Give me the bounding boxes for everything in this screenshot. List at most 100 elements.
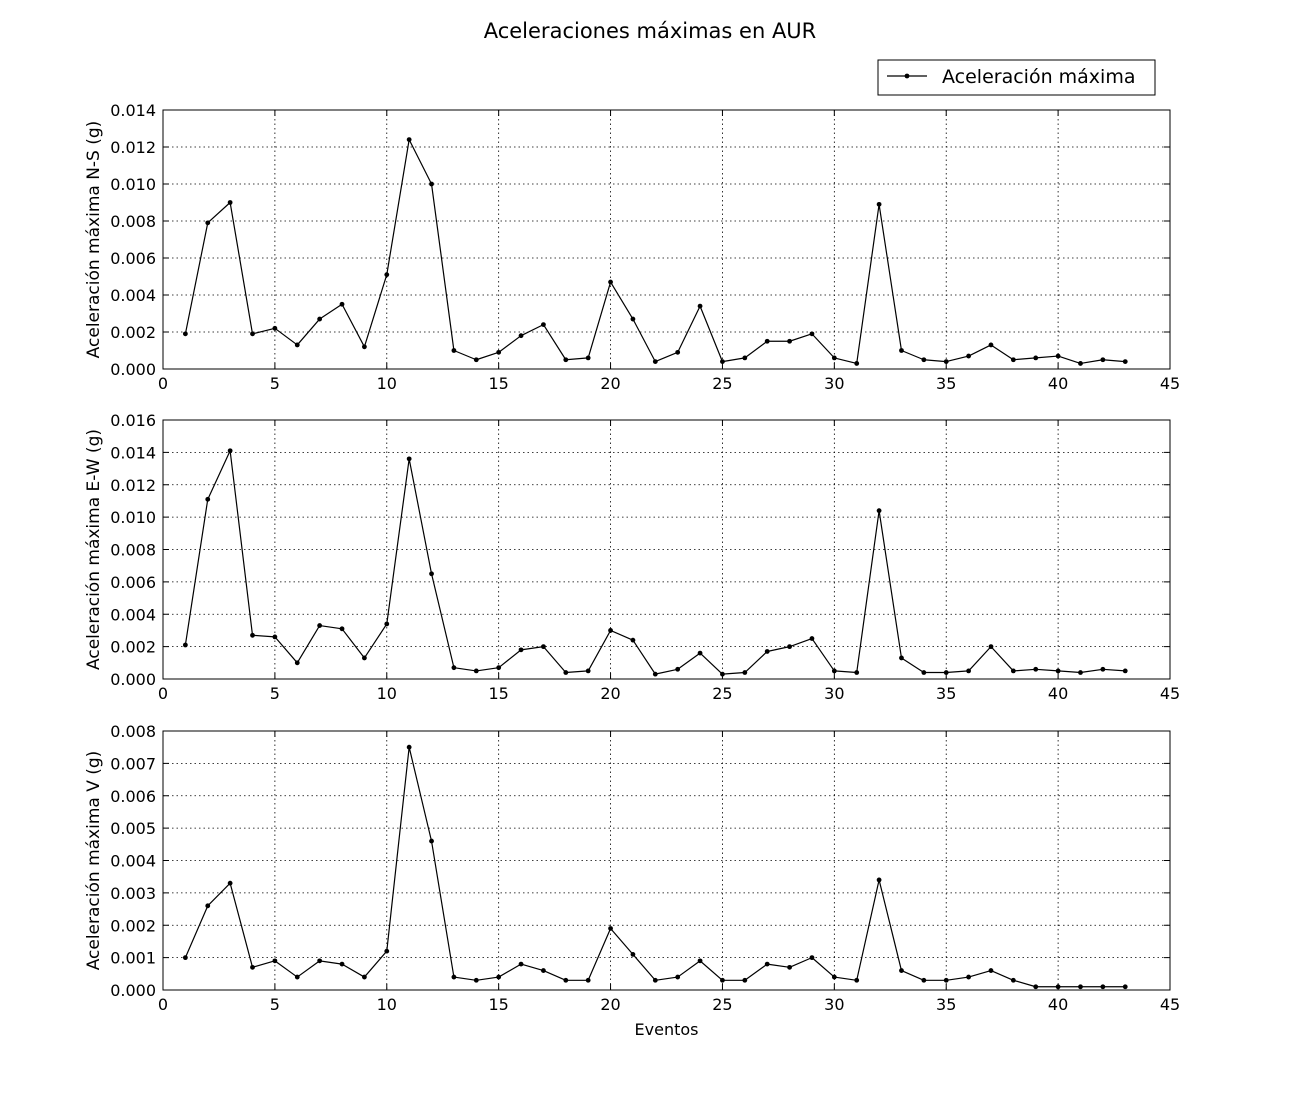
chart-title: Aceleraciones máximas en AUR xyxy=(484,19,817,43)
data-point xyxy=(675,974,681,980)
y-tick-label: 0.012 xyxy=(110,476,156,495)
data-point xyxy=(541,644,546,650)
data-point xyxy=(809,955,815,961)
x-axis-label: Eventos xyxy=(635,1020,699,1039)
data-point xyxy=(205,903,211,909)
y-tick-label: 0.008 xyxy=(110,212,156,231)
legend-marker xyxy=(904,73,910,79)
data-point xyxy=(1078,670,1083,675)
data-point xyxy=(563,977,569,983)
data-point xyxy=(1100,984,1106,990)
data-point xyxy=(899,655,904,661)
data-point xyxy=(429,571,434,577)
y-tick-label: 0.010 xyxy=(110,175,156,194)
data-point xyxy=(1100,666,1106,672)
data-point xyxy=(1122,359,1128,364)
y-tick-label: 0.001 xyxy=(110,949,156,968)
y-axis-label-v: Aceleración máxima V (g) xyxy=(84,751,104,971)
data-point xyxy=(1033,355,1039,361)
data-point xyxy=(943,977,949,983)
y-tick-label: 0.004 xyxy=(110,286,156,305)
data-point xyxy=(1078,984,1083,990)
x-tick-label: 35 xyxy=(936,995,956,1014)
data-point xyxy=(362,655,367,661)
data-point xyxy=(518,333,524,339)
data-point xyxy=(339,626,345,632)
data-point xyxy=(541,968,546,973)
data-point xyxy=(854,361,860,366)
data-point xyxy=(608,279,613,285)
x-tick-label: 35 xyxy=(936,374,956,393)
x-tick-label: 15 xyxy=(488,684,508,703)
data-point xyxy=(899,348,904,353)
data-point xyxy=(182,642,188,648)
data-point xyxy=(451,974,457,980)
data-point xyxy=(250,331,255,337)
data-point xyxy=(921,977,927,983)
data-point xyxy=(988,644,994,650)
data-point xyxy=(652,671,658,677)
x-tick-label: 20 xyxy=(600,684,620,703)
data-point xyxy=(764,649,770,654)
x-tick-label: 5 xyxy=(270,995,280,1014)
series-line-ns xyxy=(184,139,1126,365)
data-point xyxy=(854,670,860,675)
data-point xyxy=(943,359,949,364)
series-line-ew xyxy=(184,450,1126,675)
panel-ew: 0 5 10 15 20 25 30 35 40 45 0.000 0.002 0.004 0.006 0.… xyxy=(84,411,1180,703)
x-tick-label: 5 xyxy=(270,374,280,393)
x-tick-label: 40 xyxy=(1048,684,1068,703)
data-point xyxy=(250,632,255,638)
data-point xyxy=(272,325,278,331)
data-point xyxy=(1055,353,1061,359)
data-point xyxy=(652,359,658,364)
data-point xyxy=(518,647,524,653)
data-point xyxy=(384,621,390,627)
data-point xyxy=(630,951,636,957)
data-point xyxy=(406,137,412,143)
data-point xyxy=(541,322,546,327)
x-tick-label: 25 xyxy=(712,684,732,703)
data-point xyxy=(742,977,748,983)
data-point xyxy=(339,301,345,307)
y-tick-label: 0.006 xyxy=(110,787,156,806)
data-point xyxy=(1122,668,1128,674)
legend: Aceleración máxima xyxy=(877,59,1156,96)
axes-frame-ns xyxy=(162,109,1171,370)
data-point xyxy=(250,964,255,970)
data-point xyxy=(921,357,927,363)
data-point xyxy=(496,974,502,980)
data-point xyxy=(1055,984,1061,990)
data-point xyxy=(787,338,792,344)
data-point xyxy=(876,877,882,883)
data-point xyxy=(585,977,591,983)
data-point xyxy=(697,958,703,964)
data-point xyxy=(429,181,434,187)
data-point xyxy=(384,948,390,954)
data-point xyxy=(1033,984,1039,990)
y-axis-label-ew: Aceleración máxima E-W (g) xyxy=(84,429,104,670)
data-point xyxy=(1010,977,1016,983)
data-point xyxy=(854,977,860,983)
y-tick-label: 0.014 xyxy=(110,101,156,120)
data-point xyxy=(899,968,904,973)
data-point xyxy=(809,636,815,641)
data-point xyxy=(496,349,502,355)
data-point xyxy=(742,355,748,361)
data-point xyxy=(966,974,971,980)
data-point xyxy=(988,342,994,348)
x-tick-label: 15 xyxy=(488,374,508,393)
data-point xyxy=(720,977,725,983)
data-point xyxy=(787,644,792,650)
y-tick-label: 0.000 xyxy=(110,360,156,379)
data-point xyxy=(764,961,770,967)
data-point xyxy=(966,353,971,359)
x-tick-label: 20 xyxy=(600,374,620,393)
data-point xyxy=(831,668,837,674)
data-point xyxy=(921,670,927,675)
x-tick-label: 0 xyxy=(158,684,168,703)
y-tick-label: 0.008 xyxy=(110,541,156,560)
data-point xyxy=(831,355,837,361)
data-point xyxy=(608,926,613,931)
